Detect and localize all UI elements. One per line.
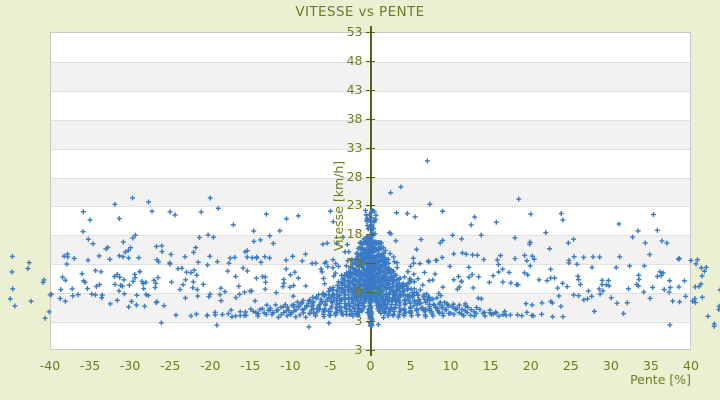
y-tick-label: 18 bbox=[346, 226, 363, 242]
x-tick-label: 25 bbox=[562, 358, 579, 373]
x-tick-label: 0 bbox=[366, 358, 375, 373]
x-tick-label: 20 bbox=[522, 358, 539, 373]
y-tick-label: 48 bbox=[346, 52, 363, 68]
y-tick-mark bbox=[366, 292, 375, 293]
y-tick-label: 3 bbox=[354, 342, 363, 357]
x-tick-label: 5 bbox=[406, 358, 415, 373]
x-tick-label: -40 bbox=[39, 358, 61, 373]
x-tick-label: -15 bbox=[240, 358, 261, 373]
y-tick-mark bbox=[366, 90, 375, 91]
y-tick-label: 23 bbox=[346, 197, 363, 213]
x-tick-label: -35 bbox=[79, 358, 101, 373]
x-tick-label: 15 bbox=[482, 358, 499, 373]
y-tick-label: 13 bbox=[346, 255, 363, 271]
y-tick-mark bbox=[366, 61, 375, 62]
x-tick-label: -20 bbox=[200, 358, 221, 373]
y-tick-mark bbox=[366, 32, 375, 33]
x-tick-label: 30 bbox=[602, 358, 619, 373]
y-tick-label: 38 bbox=[346, 110, 363, 126]
y-tick-mark bbox=[366, 321, 375, 322]
x-tick-label: 10 bbox=[442, 358, 459, 373]
y-tick-label: 28 bbox=[346, 168, 363, 184]
y-tick-mark bbox=[366, 263, 375, 264]
y-tick-label: 53 bbox=[346, 24, 363, 39]
y-tick-mark bbox=[366, 177, 375, 178]
y-tick-label: 8 bbox=[354, 284, 363, 300]
y-tick-label: 43 bbox=[346, 81, 363, 97]
y-tick-label: 33 bbox=[346, 139, 363, 155]
y-tick-mark bbox=[366, 119, 375, 120]
y-tick-mark bbox=[366, 148, 375, 149]
x-tick-label: 35 bbox=[642, 358, 659, 373]
x-axis-label: Pente [%] bbox=[630, 372, 691, 387]
y-tick-mark bbox=[366, 205, 375, 206]
x-tick-label: -5 bbox=[324, 358, 337, 373]
x-tick-label: -25 bbox=[159, 358, 181, 373]
y-axis-label: Vitesse [km/h] bbox=[331, 160, 346, 252]
y-tick-mark bbox=[366, 234, 375, 235]
x-tick-label: 40 bbox=[683, 358, 699, 373]
y-tick-label: 3 bbox=[354, 313, 363, 329]
x-tick-label: -10 bbox=[280, 358, 301, 373]
y-tick-mark bbox=[366, 350, 375, 351]
x-tick-label: -30 bbox=[119, 358, 141, 373]
